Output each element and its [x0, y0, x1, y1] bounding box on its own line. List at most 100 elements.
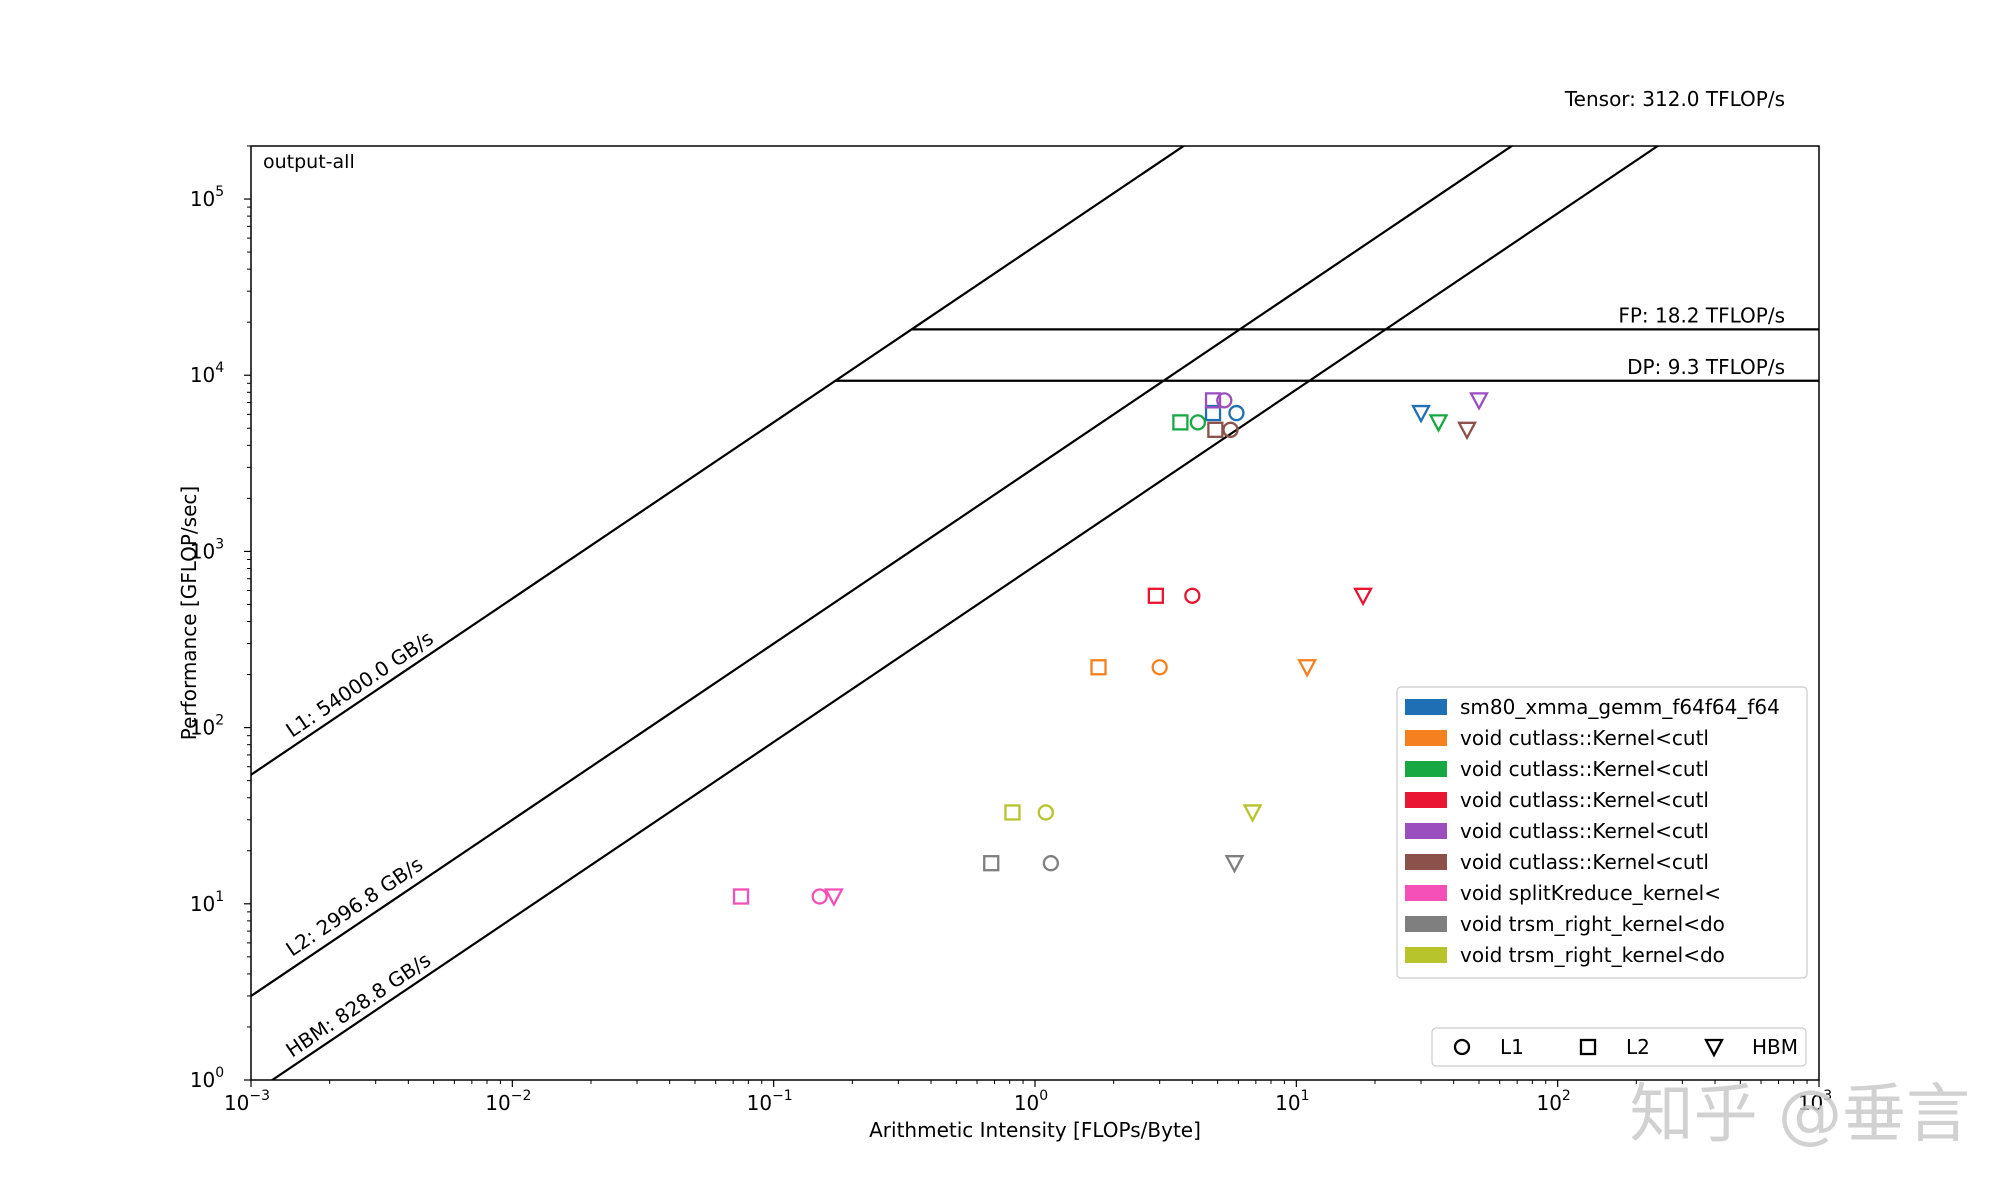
- bandwidth-ceiling-line: [270, 146, 1660, 1080]
- x-tick-exponent: 0: [1039, 1088, 1048, 1104]
- point-l2: [983, 855, 1000, 872]
- point-hbm: [1428, 414, 1449, 433]
- y-tick-label: 103: [190, 536, 224, 563]
- legend-swatch: [1405, 699, 1447, 715]
- x-tick-label: 101: [1275, 1088, 1309, 1115]
- point-hbm: [823, 888, 844, 907]
- x-tick-base: 10: [1536, 1091, 1561, 1115]
- bandwidth-ceiling-line: [251, 146, 1514, 997]
- point-hbm: [1457, 421, 1477, 441]
- y-tick-base: 10: [190, 363, 215, 387]
- legend-swatch: [1405, 854, 1447, 870]
- point-l1: [1037, 804, 1054, 821]
- x-tick-label: 10−3: [224, 1088, 270, 1115]
- y-tick-label: 105: [190, 184, 224, 211]
- legend-label: void cutlass::Kernel<cutl: [1460, 850, 1709, 874]
- marker-legend-label: HBM: [1752, 1035, 1798, 1059]
- point-l2: [1172, 414, 1189, 431]
- y-axis-label: Performance [GFLOP/sec]: [177, 486, 201, 740]
- y-tick-exponent: 3: [215, 536, 224, 552]
- x-tick-base: 10: [224, 1091, 249, 1115]
- marker-legend: L1 L2 HBM: [1431, 1027, 1807, 1067]
- x-axis-label: Arithmetic Intensity [FLOPs/Byte]: [869, 1118, 1201, 1142]
- point-l2: [1204, 404, 1222, 422]
- legend-swatch: [1405, 916, 1447, 932]
- y-tick-exponent: 1: [215, 889, 224, 905]
- marker-legend-box: [1431, 1027, 1807, 1067]
- x-tick-label: 103: [1798, 1088, 1832, 1115]
- y-tick-label: 101: [190, 889, 224, 916]
- x-tick-exponent: −1: [772, 1088, 793, 1104]
- axis-ticks: 10−3 10−2 10−1 100 101 102 1031001011021031041…: [190, 145, 1832, 1115]
- x-tick-base: 10: [747, 1091, 772, 1115]
- x-tick-base: 10: [1798, 1091, 1823, 1115]
- legend-swatch: [1405, 761, 1447, 777]
- legend-label: void trsm_right_kernel<do: [1460, 943, 1725, 967]
- y-tick-base: 10: [190, 187, 215, 211]
- legend-box: [1396, 686, 1808, 979]
- legend-swatch: [1405, 823, 1447, 839]
- compute-ceiling-label: DP: 9.3 TFLOP/s: [1627, 355, 1785, 379]
- point-l1: [1222, 421, 1239, 438]
- x-tick-label: 10−1: [747, 1088, 793, 1115]
- y-tick-label: 100: [190, 1065, 224, 1092]
- point-l2: [1204, 392, 1222, 409]
- marker-legend-label: L2: [1626, 1035, 1650, 1059]
- x-tick-label: 100: [1014, 1088, 1048, 1115]
- point-hbm: [1469, 392, 1489, 411]
- marker-legend-label: L1: [1500, 1035, 1524, 1059]
- point-hbm: [1297, 659, 1318, 678]
- tensor-ceiling-label: Tensor: 312.0 TFLOP/s: [1564, 87, 1785, 111]
- x-tick-exponent: 2: [1562, 1088, 1571, 1104]
- x-tick-exponent: 1: [1301, 1088, 1310, 1104]
- bandwidth-ceiling-label: L2: 2996.8 GB/s: [281, 852, 427, 961]
- legend-label: void cutlass::Kernel<cutl: [1460, 757, 1709, 781]
- point-l1: [1189, 414, 1207, 431]
- marker-legend-symbol: [1453, 1038, 1471, 1056]
- y-tick-exponent: 5: [215, 184, 224, 200]
- legend-label: void cutlass::Kernel<cutl: [1460, 819, 1709, 843]
- compute-ceiling-label: FP: 18.2 TFLOP/s: [1618, 303, 1785, 327]
- legend-swatch: [1405, 947, 1447, 963]
- y-tick-exponent: 4: [215, 360, 224, 376]
- bandwidth-ceiling-line: [251, 146, 1186, 776]
- x-tick-label: 102: [1536, 1088, 1570, 1115]
- legend-label: void trsm_right_kernel<do: [1460, 912, 1725, 936]
- legend-label: void cutlass::Kernel<cutl: [1460, 726, 1709, 750]
- point-l2: [1147, 587, 1164, 604]
- data-points: [732, 392, 1489, 907]
- point-hbm: [1242, 804, 1263, 823]
- legend-label: void cutlass::Kernel<cutl: [1460, 788, 1709, 812]
- bandwidth-ceiling-label: L1: 54000.0 GB/s: [281, 626, 437, 742]
- x-tick-exponent: −2: [511, 1088, 532, 1104]
- y-tick-exponent: 2: [215, 713, 224, 729]
- watermark: 知乎 @垂言: [1629, 1078, 1970, 1152]
- point-l1: [1228, 404, 1245, 422]
- legend-swatch: [1405, 730, 1447, 746]
- x-tick-label: 10−2: [485, 1088, 531, 1115]
- point-l1: [1151, 659, 1168, 676]
- point-l2: [1207, 421, 1224, 438]
- marker-legend-symbol: [1704, 1038, 1724, 1058]
- y-tick-label: 102: [190, 713, 224, 740]
- plot-title: output-all: [263, 151, 355, 173]
- point-l1: [1216, 392, 1233, 409]
- point-l1: [811, 888, 828, 905]
- point-hbm: [1411, 404, 1431, 424]
- marker-legend-symbol: [1579, 1038, 1597, 1056]
- legend-swatch: [1405, 792, 1447, 808]
- ceiling-lines: [251, 146, 1819, 1080]
- point-hbm: [1353, 587, 1373, 607]
- y-tick-exponent: 0: [215, 1065, 224, 1081]
- point-l2: [732, 888, 750, 905]
- y-tick-base: 10: [190, 1068, 215, 1092]
- x-tick-exponent: 3: [1823, 1088, 1832, 1104]
- point-l2: [1090, 659, 1107, 676]
- point-l1: [1184, 587, 1201, 604]
- y-tick-base: 10: [190, 716, 215, 740]
- y-tick-label: 104: [190, 360, 224, 387]
- point-l1: [1042, 855, 1060, 872]
- point-hbm: [1224, 855, 1245, 874]
- y-tick-base: 10: [190, 892, 215, 916]
